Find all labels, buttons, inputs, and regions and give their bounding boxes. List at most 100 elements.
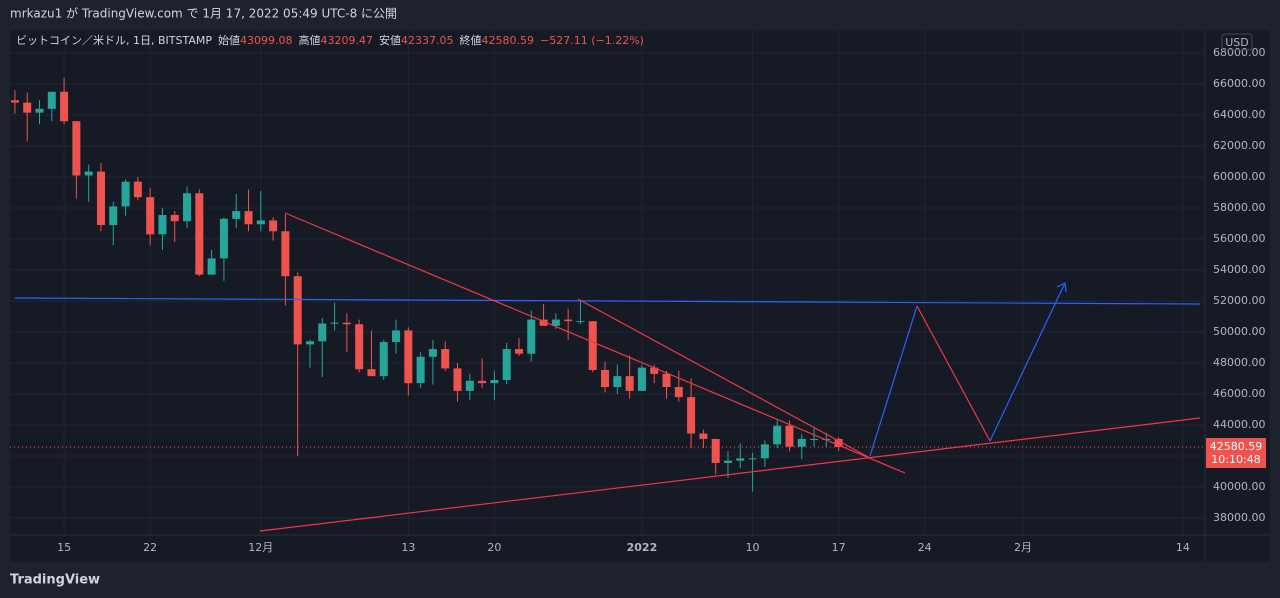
candle-body: [170, 214, 179, 222]
candle-body: [96, 171, 105, 226]
y-tick-label: 54000.00: [1213, 263, 1266, 276]
candle-body: [84, 171, 93, 176]
candle-body: [379, 342, 388, 377]
trend-line: [259, 417, 1201, 532]
projection: [869, 305, 918, 457]
candle-body: [195, 193, 204, 275]
symbol: ビットコイン／米ドル, 1日, BITSTAMP: [16, 34, 212, 47]
candle-body: [736, 458, 745, 461]
arrow-head: [1056, 282, 1067, 293]
candle-body: [416, 356, 425, 384]
candle-body: [109, 206, 118, 226]
candle-body: [674, 387, 683, 398]
candle-body: [47, 91, 56, 109]
legend: ビットコイン／米ドル, 1日, BITSTAMP 始値43099.08 高値4320…: [16, 33, 644, 47]
candle-body: [810, 438, 819, 440]
candle-body: [637, 367, 646, 391]
candle-body: [785, 425, 794, 447]
x-tick-label: 2月: [1014, 541, 1032, 554]
y-tick-label: 46000.00: [1213, 387, 1266, 400]
candle-body: [662, 373, 671, 388]
candle-body: [723, 460, 732, 463]
candle-body: [588, 321, 597, 370]
candles: [10, 77, 843, 492]
x-tick-label: 15: [57, 541, 71, 554]
overlay: 38000.0040000.0042000.0044000.0046000.00…: [10, 46, 1266, 554]
x-tick-label: 20: [487, 541, 501, 554]
candle-body: [121, 181, 130, 207]
candle-body: [35, 108, 44, 113]
candle-body: [539, 319, 548, 326]
candle-body: [207, 258, 216, 275]
candle-body: [355, 324, 364, 370]
candle-body: [527, 319, 536, 354]
price-tag: [1206, 437, 1266, 468]
candle-body: [760, 444, 769, 459]
candle-body: [478, 380, 487, 384]
candle-body: [367, 369, 376, 377]
candle-body: [133, 181, 142, 198]
y-tick-label: 60000.00: [1213, 170, 1266, 183]
candle-body: [576, 321, 585, 323]
y-tick-label: 40000.00: [1213, 480, 1266, 493]
candle-body: [490, 380, 499, 384]
candle-body: [293, 276, 302, 345]
projection: [916, 305, 991, 442]
candle-body: [146, 197, 155, 235]
footer-logo[interactable]: TradingView: [10, 573, 100, 588]
candle-body: [453, 368, 462, 391]
x-tick-label: 17: [832, 541, 846, 554]
x-tick-label: 2022: [627, 541, 658, 554]
change: −527.11 (−1.22%): [540, 34, 644, 47]
candle-body: [773, 425, 782, 445]
candle-body: [687, 397, 696, 434]
candle-body: [330, 322, 339, 324]
candle-body: [502, 349, 511, 381]
candle-body: [10, 100, 19, 103]
candle-body: [23, 102, 32, 113]
close: 42580.59: [482, 34, 535, 47]
y-tick-label: 62000.00: [1213, 139, 1266, 152]
high-label: 高値: [299, 33, 321, 47]
candle-body: [244, 211, 253, 225]
candle-body: [60, 91, 69, 122]
candle-body: [305, 341, 314, 345]
candle-body: [318, 323, 327, 342]
y-tick-label: 66000.00: [1213, 77, 1266, 90]
candle-body: [256, 220, 265, 225]
candle-body: [514, 349, 523, 354]
candle-body: [650, 367, 659, 374]
x-tick-label: 14: [1176, 541, 1190, 554]
x-tick-label: 13: [401, 541, 415, 554]
trend-line: [577, 298, 871, 459]
candle-body: [183, 193, 192, 222]
y-tick-label: 38000.00: [1213, 511, 1266, 524]
y-tick-label: 52000.00: [1213, 294, 1266, 307]
candle-body: [601, 369, 610, 388]
close-label: 終値: [460, 33, 482, 47]
currency[interactable]: USD: [1225, 36, 1249, 49]
price-tag-label: 42580.59: [1210, 440, 1263, 453]
x-tick-label: 24: [918, 541, 932, 554]
candle-body: [158, 214, 167, 235]
candle-body: [465, 380, 474, 391]
y-tick-label: 68000.00: [1213, 46, 1266, 59]
candle-body: [441, 349, 450, 369]
currency-box[interactable]: [1221, 33, 1253, 51]
x-tick-label: 12月: [248, 541, 273, 554]
low: 42337.05: [401, 34, 454, 47]
projection: [989, 282, 1066, 442]
candle-body: [711, 438, 720, 463]
candle-body: [797, 438, 806, 447]
trend-line: [284, 212, 906, 474]
candle-body: [564, 319, 573, 322]
candle-body: [748, 458, 757, 460]
trend-line: [14, 297, 1201, 305]
high: 43209.47: [321, 34, 374, 47]
candle-body: [281, 231, 290, 277]
countdown: 10:10:48: [1211, 453, 1260, 466]
candle-body: [392, 330, 401, 343]
